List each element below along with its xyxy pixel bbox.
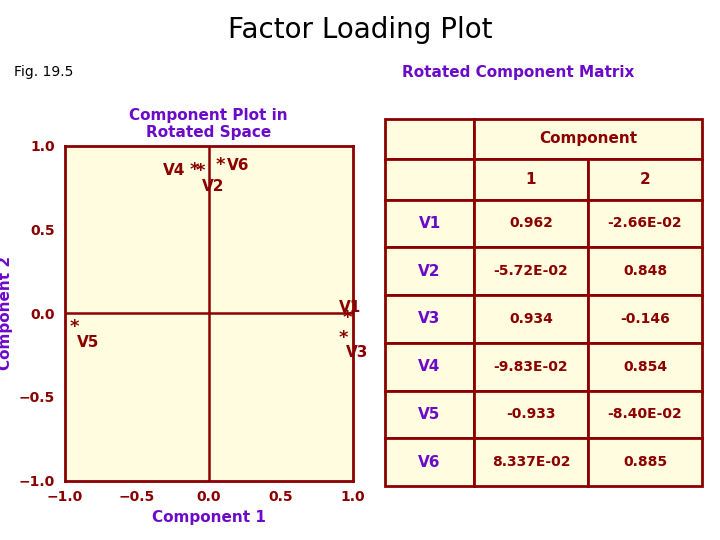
Bar (474, 159, 588, 200)
Text: 0.934: 0.934 (509, 312, 553, 326)
Text: 0.848: 0.848 (623, 264, 667, 278)
Text: *: * (190, 161, 199, 179)
Text: 2: 2 (639, 172, 650, 187)
Bar (474, 295, 588, 343)
Text: -5.72E-02: -5.72E-02 (493, 264, 568, 278)
Text: -0.146: -0.146 (620, 312, 670, 326)
Bar (385, 159, 474, 200)
Text: V1: V1 (418, 216, 441, 231)
Text: 8.337E-02: 8.337E-02 (492, 455, 570, 469)
Bar (474, 247, 588, 295)
Text: -2.66E-02: -2.66E-02 (608, 217, 683, 231)
Bar (474, 390, 588, 438)
Text: -0.933: -0.933 (506, 407, 556, 421)
Bar (588, 247, 702, 295)
Bar (474, 119, 702, 159)
Title: Component Plot in
Rotated Space: Component Plot in Rotated Space (130, 108, 288, 140)
Bar (588, 200, 702, 247)
Text: Factor Loading Plot: Factor Loading Plot (228, 16, 492, 44)
Y-axis label: Component 2: Component 2 (0, 256, 13, 370)
Text: -9.83E-02: -9.83E-02 (494, 360, 568, 374)
Bar (474, 343, 588, 390)
Text: V2: V2 (202, 179, 225, 194)
Text: V6: V6 (418, 455, 441, 470)
Bar (385, 390, 474, 438)
Text: V5: V5 (418, 407, 441, 422)
Text: -8.40E-02: -8.40E-02 (608, 407, 683, 421)
Text: 0.854: 0.854 (623, 360, 667, 374)
Text: 0.885: 0.885 (623, 455, 667, 469)
Text: *: * (70, 318, 79, 336)
Text: V4: V4 (163, 163, 185, 178)
Bar (385, 438, 474, 486)
X-axis label: Component 1: Component 1 (152, 510, 266, 525)
Text: V3: V3 (418, 312, 441, 326)
Bar (474, 200, 588, 247)
Bar (588, 343, 702, 390)
Bar (588, 390, 702, 438)
Text: V2: V2 (418, 264, 441, 279)
Text: Rotated Component Matrix: Rotated Component Matrix (402, 65, 634, 80)
Text: *: * (216, 156, 225, 174)
Bar (588, 438, 702, 486)
Bar (385, 119, 474, 159)
Text: 1: 1 (526, 172, 536, 187)
Text: Component: Component (539, 132, 637, 146)
Bar (385, 343, 474, 390)
Text: Fig. 19.5: Fig. 19.5 (14, 65, 73, 79)
Bar (588, 159, 702, 200)
Bar (588, 295, 702, 343)
Text: 0.962: 0.962 (509, 217, 553, 231)
Text: *: * (343, 309, 352, 327)
Text: V6: V6 (227, 158, 249, 173)
Text: *: * (196, 162, 205, 180)
Bar (385, 247, 474, 295)
Text: V3: V3 (346, 345, 369, 360)
Text: V4: V4 (418, 359, 441, 374)
Text: *: * (338, 329, 348, 347)
Bar (385, 200, 474, 247)
Text: V1: V1 (338, 300, 361, 315)
Bar (385, 295, 474, 343)
Text: V5: V5 (77, 335, 99, 350)
Bar (474, 438, 588, 486)
